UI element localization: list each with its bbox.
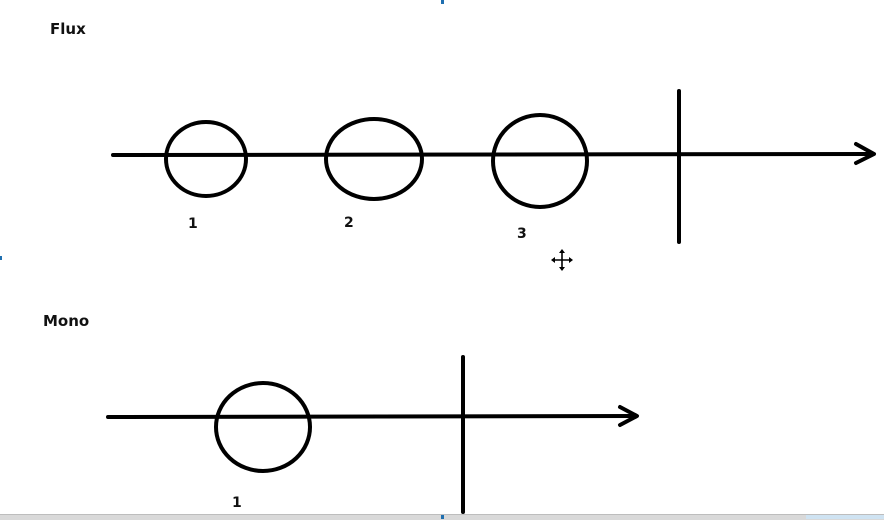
mono-circle-1 <box>214 381 312 473</box>
flux-circle-label-3: 3 <box>517 226 527 242</box>
top-edge-marker <box>441 0 444 4</box>
flux-title: Flux <box>50 20 86 38</box>
left-edge-marker <box>0 256 2 260</box>
flux-circle-3 <box>491 113 589 209</box>
flux-circle-label-2: 2 <box>344 215 354 231</box>
bottom-edge-marker <box>441 515 444 519</box>
mono-circle-label-1: 1 <box>232 495 242 511</box>
flux-diagram <box>111 89 876 244</box>
flux-circle-label-1: 1 <box>188 216 198 232</box>
mono-title: Mono <box>43 312 90 330</box>
mono-axis-line <box>106 414 638 419</box>
move-cursor-icon <box>551 249 573 271</box>
bottom-scrollbar-thumb[interactable] <box>806 515 884 519</box>
flux-circle-2 <box>324 117 424 201</box>
mono-arrowhead <box>618 405 639 427</box>
flux-circle-1 <box>164 120 248 198</box>
mono-diagram <box>106 355 639 514</box>
flux-arrowhead <box>854 142 876 165</box>
